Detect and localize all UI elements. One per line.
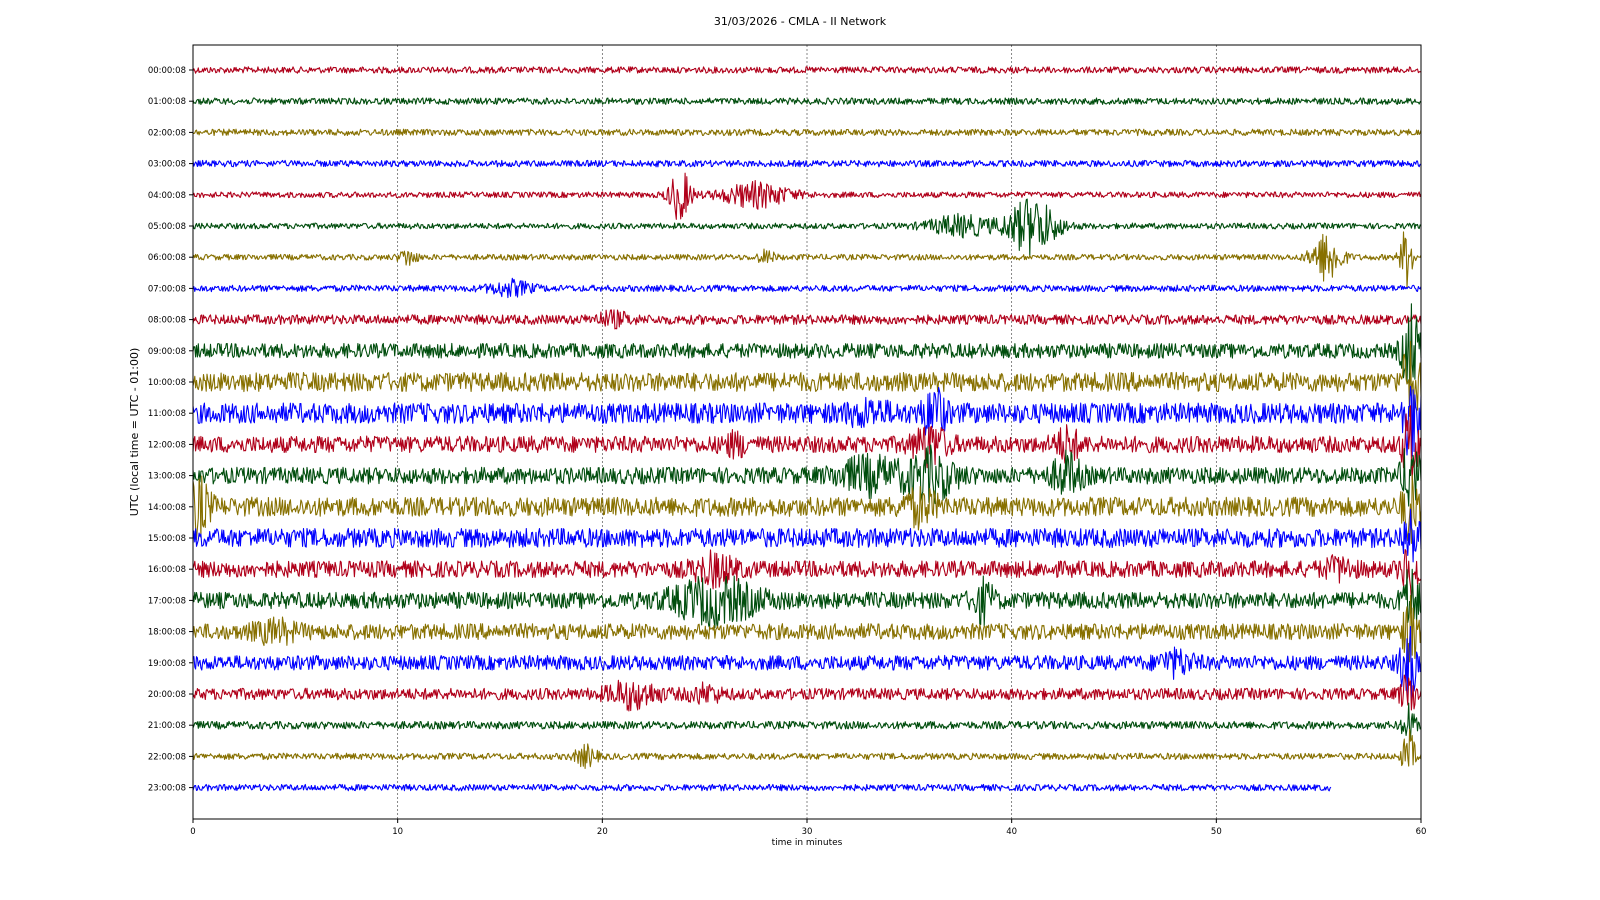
y-tick-label: 02:00:08: [148, 128, 186, 138]
trace-18-00-08: [192, 594, 1422, 665]
trace-15-00-08: [192, 508, 1422, 563]
trace-05-00-08: [192, 198, 1422, 257]
y-tick-label: 10:00:08: [148, 378, 186, 388]
trace-layer: [192, 66, 1422, 792]
trace-07-00-08: [192, 277, 1422, 299]
trace-19-00-08: [192, 625, 1422, 701]
y-tick-label: 22:00:08: [148, 752, 186, 762]
trace-02-00-08: [192, 128, 1422, 137]
y-tick-label: 07:00:08: [148, 284, 186, 294]
y-tick-label: 17:00:08: [148, 596, 186, 606]
y-tick-label: 13:00:08: [148, 472, 186, 482]
x-axis: 0 10 20 30 40 50 60: [190, 819, 1426, 837]
x-tick-label: 30: [802, 827, 813, 837]
y-tick-label: 11:00:08: [148, 409, 186, 419]
y-tick-label: 14:00:08: [148, 503, 186, 513]
trace-22-00-08: [192, 728, 1422, 770]
y-tick-label: 19:00:08: [148, 659, 186, 669]
trace-01-00-08: [192, 97, 1422, 105]
y-tick-label: 00:00:08: [148, 66, 186, 76]
y-tick-label: 16:00:08: [148, 565, 186, 575]
trace-16-00-08: [192, 549, 1422, 603]
y-tick-label: 20:00:08: [148, 690, 186, 700]
trace-08-00-08: [192, 309, 1422, 330]
y-tick-label: 01:00:08: [148, 97, 186, 107]
y-tick-label: 15:00:08: [148, 534, 186, 544]
x-tick-label: 50: [1211, 827, 1222, 837]
trace-06-00-08: [192, 231, 1422, 289]
y-tick-label: 18:00:08: [148, 628, 186, 638]
y-tick-label: 21:00:08: [148, 721, 186, 731]
trace-13-00-08: [192, 444, 1422, 507]
y-tick-label: 06:00:08: [148, 253, 186, 263]
trace-10-00-08: [192, 340, 1422, 423]
trace-11-00-08: [192, 385, 1422, 457]
trace-04-00-08: [192, 172, 1422, 220]
trace-21-00-08: [192, 702, 1422, 740]
y-axis-label: UTC (local time = UTC - 01:00): [128, 348, 141, 517]
x-tick-label: 0: [190, 827, 195, 837]
trace-09-00-08: [192, 303, 1422, 390]
x-tick-label: 40: [1006, 827, 1017, 837]
y-tick-label: 09:00:08: [148, 347, 186, 357]
trace-14-00-08: [192, 474, 1422, 544]
trace-17-00-08: [192, 568, 1422, 629]
x-axis-label: time in minutes: [772, 838, 843, 848]
chart-title: 31/03/2026 - CMLA - II Network: [713, 15, 887, 28]
trace-20-00-08: [192, 674, 1422, 712]
x-tick-label: 60: [1416, 827, 1427, 837]
trace-00-00-08: [192, 66, 1422, 74]
y-tick-label: 03:00:08: [148, 160, 186, 170]
x-tick-label: 20: [597, 827, 608, 837]
y-tick-label: 12:00:08: [148, 440, 186, 450]
y-tick-label: 04:00:08: [148, 191, 186, 201]
trace-23-00-08: [192, 783, 1332, 792]
y-axis: 00:00:08 01:00:08 02:00:08 03:00:08 04:00:08…: [148, 66, 193, 794]
trace-12-00-08: [192, 405, 1422, 481]
y-tick-label: 23:00:08: [148, 784, 186, 794]
y-tick-label: 05:00:08: [148, 222, 186, 232]
y-tick-label: 08:00:08: [148, 316, 186, 326]
trace-03-00-08: [192, 159, 1422, 168]
x-tick-label: 10: [392, 827, 403, 837]
